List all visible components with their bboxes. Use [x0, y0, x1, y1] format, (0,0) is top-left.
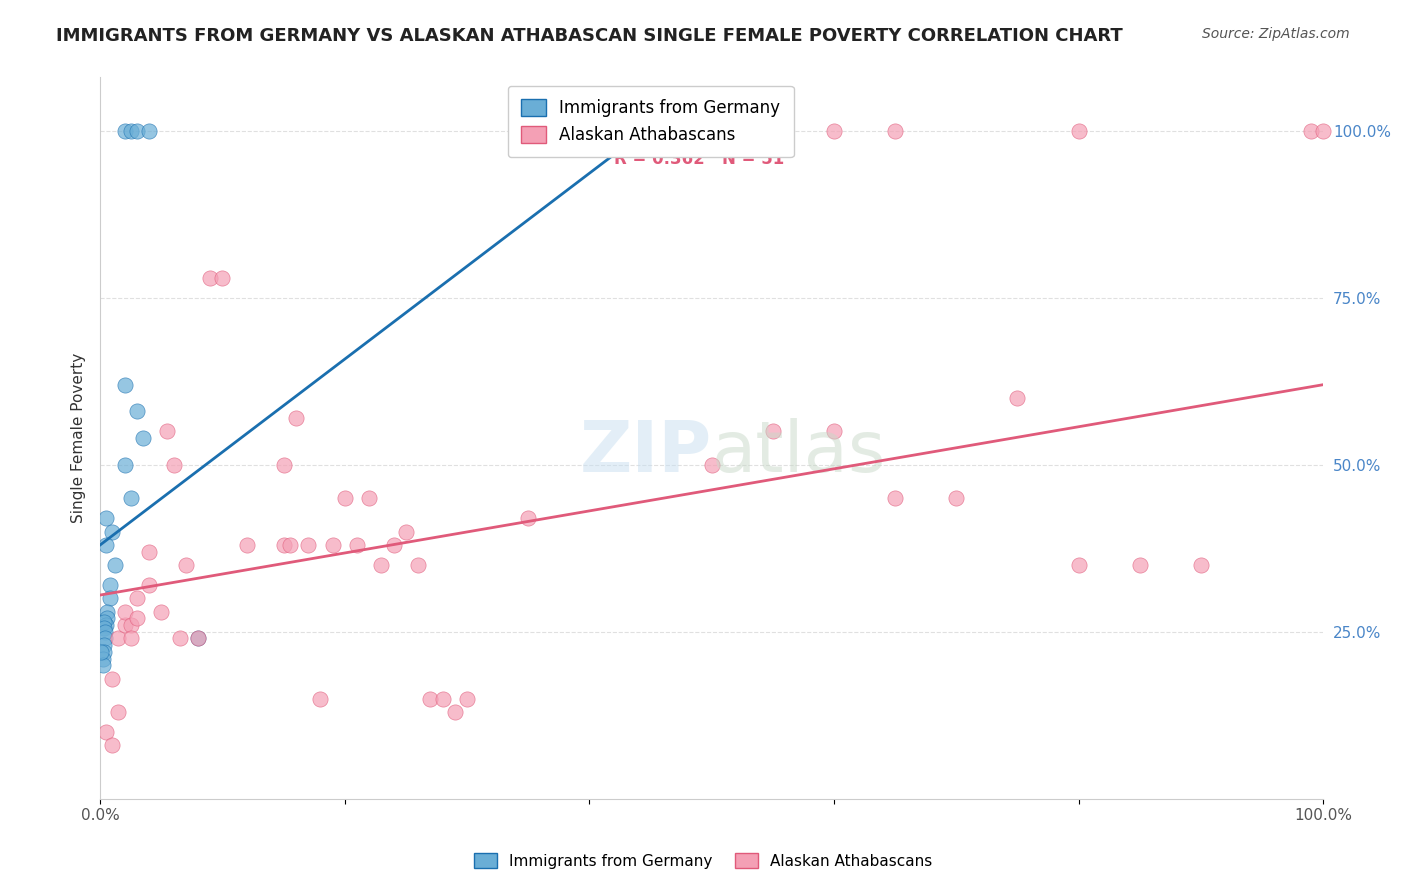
Point [156, 425, 179, 439]
Point [382, 538, 405, 552]
Point [138, 124, 160, 138]
Text: ZIP: ZIP [579, 418, 711, 487]
Point [91, 651, 114, 665]
Point [273, 538, 295, 552]
Point [823, 425, 845, 439]
Point [114, 605, 136, 619]
Point [101, 672, 124, 686]
Point [107, 632, 129, 646]
Point [98, 578, 121, 592]
Point [96, 611, 118, 625]
Text: R = 0.622   N = 24: R = 0.622 N = 24 [614, 103, 785, 121]
Point [93, 622, 115, 636]
Point [1299, 124, 1322, 138]
Point [640, 124, 662, 138]
Point [1067, 558, 1090, 572]
Point [120, 124, 142, 138]
Point [284, 411, 307, 425]
Point [333, 491, 356, 506]
Point [700, 458, 723, 472]
Point [1312, 124, 1334, 138]
Point [138, 578, 160, 592]
Point [1189, 558, 1212, 572]
Y-axis label: Single Female Poverty: Single Female Poverty [72, 353, 86, 524]
Point [174, 558, 197, 572]
Point [236, 538, 259, 552]
Point [120, 632, 142, 646]
Point [125, 591, 148, 606]
Point [90, 645, 112, 659]
Point [125, 611, 148, 625]
Point [114, 124, 136, 138]
Point [406, 558, 429, 572]
Point [517, 511, 540, 525]
Point [104, 558, 127, 572]
Point [101, 524, 124, 539]
Point [125, 124, 148, 138]
Point [98, 591, 121, 606]
Point [322, 538, 344, 552]
Point [187, 632, 209, 646]
Point [93, 638, 115, 652]
Legend: Immigrants from Germany, Alaskan Athabascans: Immigrants from Germany, Alaskan Athabas… [508, 86, 793, 157]
Point [346, 538, 368, 552]
Text: Source: ZipAtlas.com: Source: ZipAtlas.com [1202, 27, 1350, 41]
Point [94, 624, 117, 639]
Legend: Immigrants from Germany, Alaskan Athabascans: Immigrants from Germany, Alaskan Athabas… [467, 847, 939, 875]
Point [93, 645, 115, 659]
Point [370, 558, 392, 572]
Point [96, 538, 118, 552]
Point [359, 491, 381, 506]
Point [419, 691, 441, 706]
Text: IMMIGRANTS FROM GERMANY VS ALASKAN ATHABASCAN SINGLE FEMALE POVERTY CORRELATION : IMMIGRANTS FROM GERMANY VS ALASKAN ATHAB… [56, 27, 1123, 45]
Point [93, 615, 115, 629]
Point [884, 124, 907, 138]
Point [107, 705, 129, 719]
Point [138, 544, 160, 558]
Point [101, 739, 124, 753]
Point [444, 705, 467, 719]
Point [120, 618, 142, 632]
Point [162, 458, 184, 472]
Point [96, 618, 118, 632]
Point [884, 491, 907, 506]
Point [169, 632, 191, 646]
Point [96, 605, 118, 619]
Point [96, 725, 118, 739]
Point [94, 632, 117, 646]
Point [1007, 391, 1029, 405]
Point [297, 538, 319, 552]
Point [762, 425, 785, 439]
Point [309, 691, 332, 706]
Point [132, 431, 155, 445]
Point [432, 691, 454, 706]
Point [120, 491, 142, 506]
Text: atlas: atlas [711, 418, 886, 487]
Point [945, 491, 967, 506]
Point [187, 632, 209, 646]
Point [114, 458, 136, 472]
Point [114, 618, 136, 632]
Text: R = 0.362   N = 51: R = 0.362 N = 51 [614, 150, 785, 168]
Point [96, 511, 118, 525]
Point [211, 270, 233, 285]
Point [150, 605, 173, 619]
Point [823, 124, 845, 138]
Point [125, 404, 148, 418]
Point [1129, 558, 1152, 572]
Point [200, 270, 222, 285]
Point [395, 524, 418, 539]
Point [114, 377, 136, 392]
Point [1067, 124, 1090, 138]
Point [273, 458, 295, 472]
Point [91, 658, 114, 673]
Point [278, 538, 301, 552]
Point [456, 691, 478, 706]
